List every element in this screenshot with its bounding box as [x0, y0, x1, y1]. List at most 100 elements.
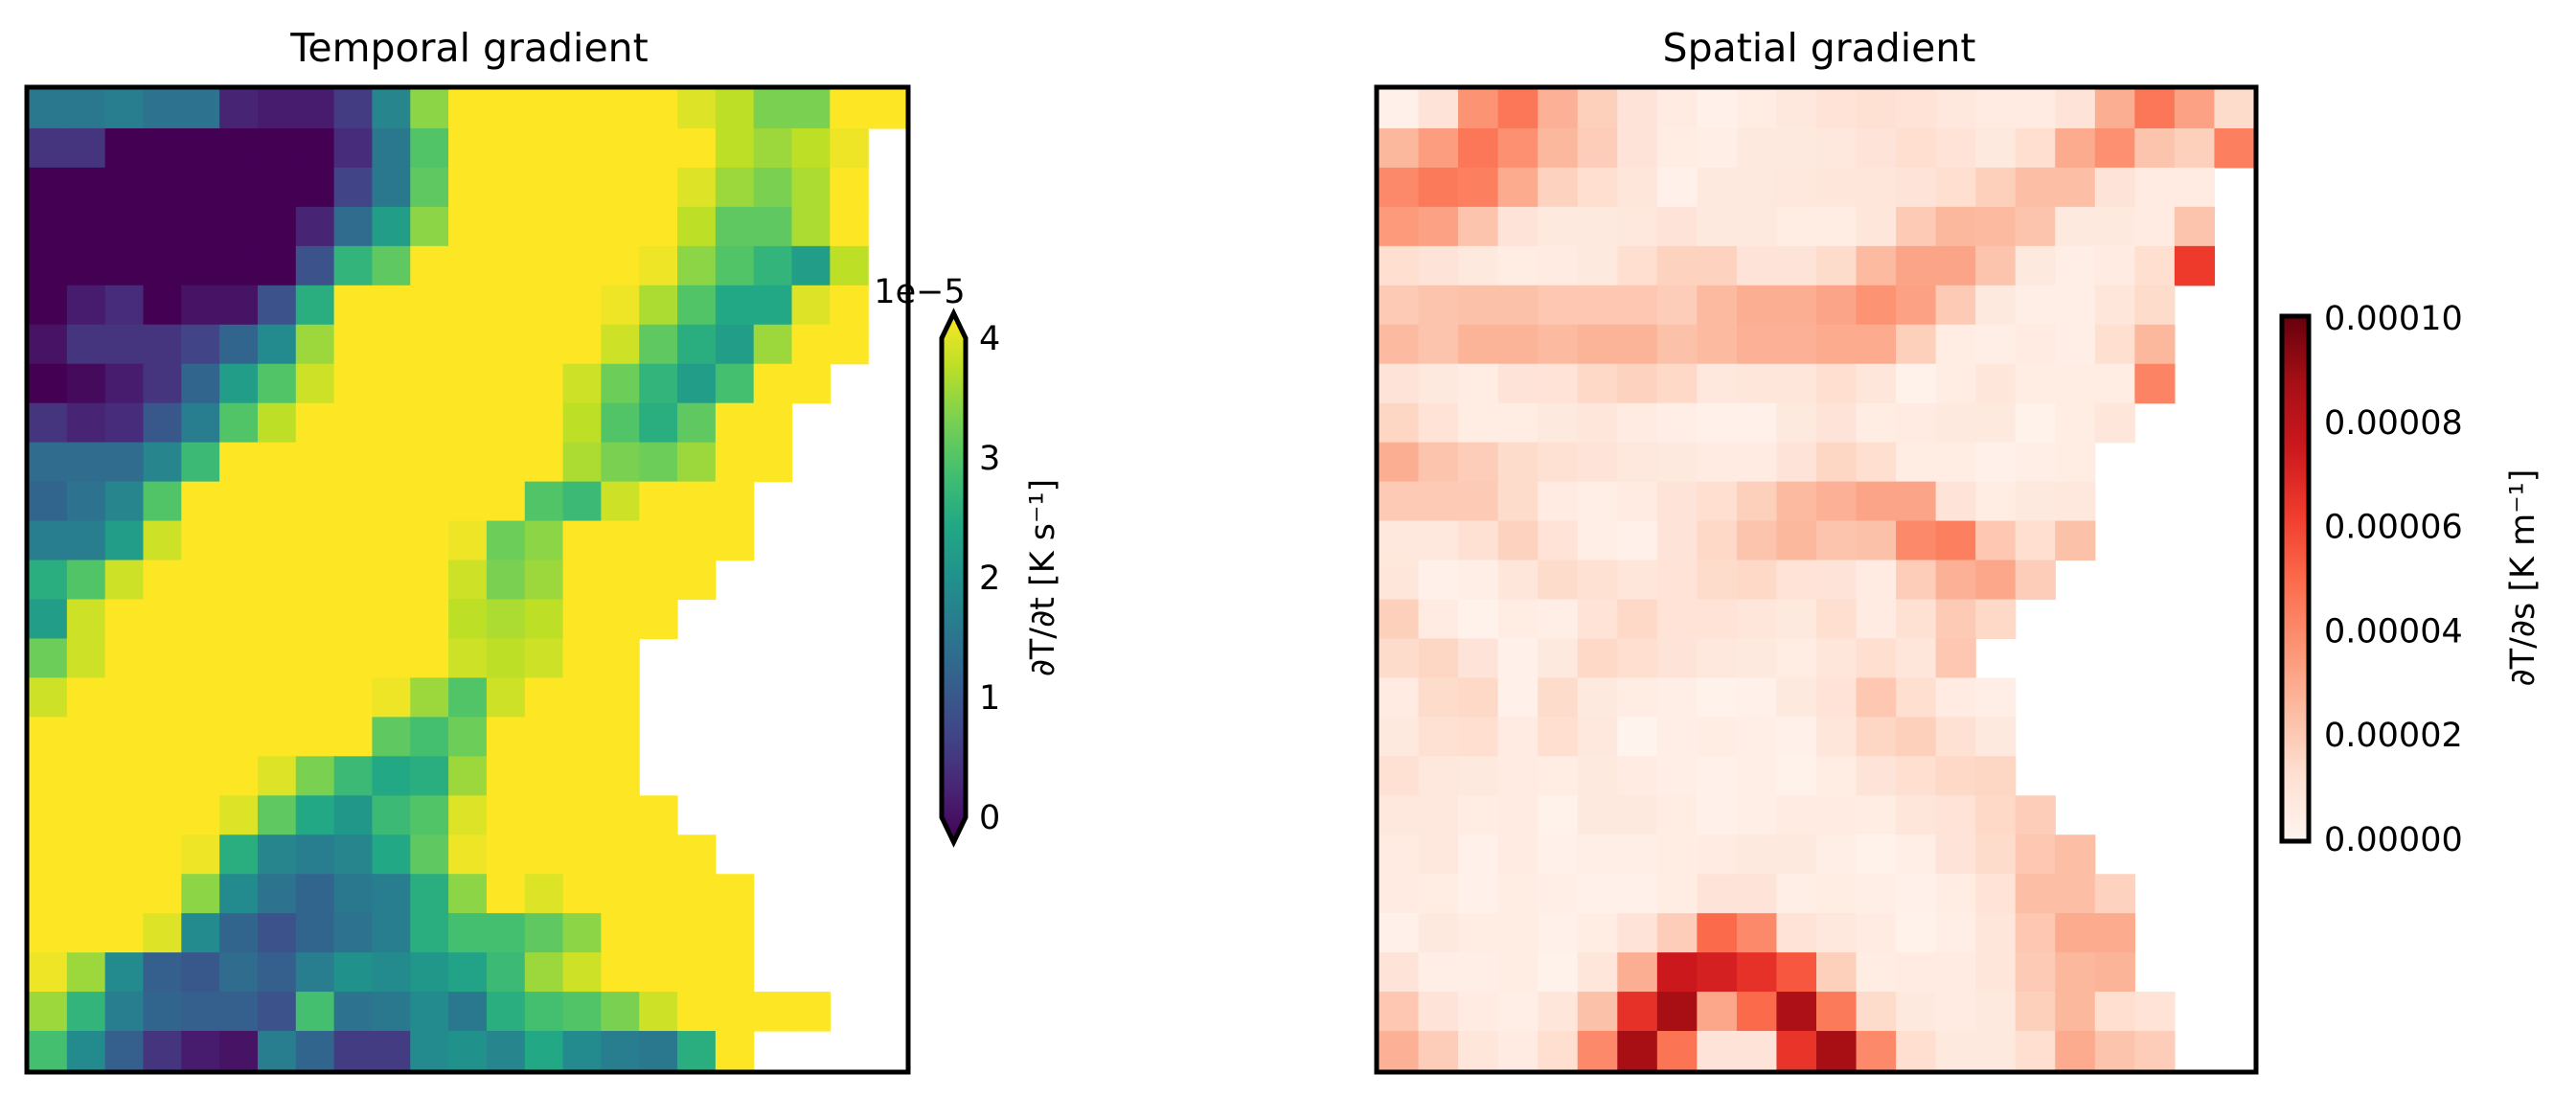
heatmap-cell — [753, 285, 793, 326]
heatmap-cell — [448, 402, 488, 444]
heatmap-cell — [601, 677, 640, 718]
heatmap-cell — [1458, 599, 1499, 640]
heatmap-cell — [257, 560, 297, 601]
heatmap-cell — [143, 520, 182, 561]
heatmap-cell — [2134, 363, 2176, 404]
heatmap-cell — [295, 795, 335, 835]
heatmap-cell — [2015, 285, 2056, 326]
heatmap-cell — [372, 952, 411, 993]
heatmap-cell — [1736, 206, 1778, 247]
heatmap-cell — [143, 874, 182, 914]
heatmap-cell — [333, 992, 374, 1032]
heatmap-cell — [1418, 363, 1459, 404]
heatmap-cell — [333, 1031, 374, 1071]
heatmap-cell — [219, 952, 259, 993]
heatmap-cell — [1656, 952, 1698, 993]
heatmap-cell — [1379, 677, 1420, 718]
heatmap-cell — [66, 560, 106, 601]
heatmap-cell — [1856, 677, 1897, 718]
heatmap-cell — [143, 442, 182, 483]
heatmap-cell — [1896, 206, 1937, 247]
heatmap-cell — [1577, 1031, 1618, 1071]
heatmap-cell — [410, 245, 449, 286]
heatmap-cell — [1697, 520, 1738, 561]
heatmap-cell — [1577, 952, 1618, 993]
heatmap-cell — [29, 677, 68, 718]
heatmap-cell — [2015, 834, 2056, 875]
heatmap-cell — [1577, 245, 1618, 286]
heatmap-cell — [295, 481, 335, 522]
heatmap-cell — [1458, 756, 1499, 796]
heatmap-cell — [1776, 89, 1817, 129]
heatmap-cell — [219, 834, 259, 875]
heatmap-cell — [791, 992, 831, 1032]
heatmap-cell — [410, 717, 449, 757]
heatmap-cell — [1856, 952, 1897, 993]
heatmap-cell — [29, 992, 68, 1032]
heatmap-cell — [1776, 638, 1817, 678]
heatmap-cell — [524, 599, 564, 640]
heatmap-cell — [29, 599, 68, 640]
heatmap-cell — [830, 285, 869, 326]
heatmap-cell — [2015, 89, 2056, 129]
heatmap-cell — [1975, 756, 2017, 796]
heatmap-cell — [143, 127, 182, 169]
heatmap-cell — [181, 89, 220, 129]
heatmap-cell — [1497, 127, 1539, 169]
heatmap-cell — [104, 560, 145, 601]
heatmap-cell — [639, 795, 678, 835]
heatmap-cell — [219, 677, 259, 718]
heatmap-cell — [333, 245, 374, 286]
heatmap-cell — [562, 89, 602, 129]
heatmap-cell — [524, 324, 564, 365]
heatmap-cell — [601, 992, 640, 1032]
heatmap-cell — [1935, 717, 1976, 757]
heatmap-cell — [372, 560, 411, 601]
heatmap-cell — [2015, 1031, 2056, 1071]
heatmap-cell — [1458, 206, 1499, 247]
heatmap-cell — [1975, 363, 2017, 404]
heatmap-cell — [2134, 1031, 2176, 1071]
heatmap-cell — [1736, 992, 1778, 1032]
heatmap-cell — [486, 952, 526, 993]
heatmap-cell — [2094, 245, 2135, 286]
heatmap-cell — [1497, 520, 1539, 561]
heatmap-cell — [257, 363, 297, 404]
heatmap-cell — [448, 481, 488, 522]
heatmap-cell — [524, 638, 564, 678]
heatmap-cell — [1538, 834, 1579, 875]
heatmap-cell — [639, 834, 678, 875]
heatmap-cell — [791, 285, 831, 326]
heatmap-cell — [1538, 89, 1579, 129]
heatmap-cell — [104, 599, 145, 640]
heatmap-cell — [524, 442, 564, 483]
heatmap-cell — [1577, 127, 1618, 169]
heatmap-cell — [1697, 402, 1738, 444]
heatmap-cell — [1697, 756, 1738, 796]
heatmap-cell — [1617, 481, 1658, 522]
heatmap-cell — [1856, 717, 1897, 757]
heatmap-cell — [1577, 874, 1618, 914]
heatmap-cell — [486, 285, 526, 326]
spatial-heatmap — [1379, 89, 2255, 1071]
heatmap-cell — [562, 638, 602, 678]
heatmap-cell — [2094, 285, 2135, 326]
heatmap-cell — [1896, 677, 1937, 718]
heatmap-cell — [29, 442, 68, 483]
heatmap-cell — [753, 324, 793, 365]
heatmap-cell — [1497, 599, 1539, 640]
heatmap-cell — [1856, 167, 1897, 208]
heatmap-cell — [486, 206, 526, 247]
heatmap-cell — [1935, 599, 1976, 640]
heatmap-cell — [1975, 560, 2017, 601]
heatmap-cell — [486, 442, 526, 483]
heatmap-cell — [219, 89, 259, 129]
heatmap-cell — [1577, 167, 1618, 208]
spatial-colorbar-label: ∂T/∂s [K m⁻¹] — [2504, 469, 2542, 687]
heatmap-cell — [486, 913, 526, 953]
heatmap-cell — [791, 127, 831, 169]
heatmap-cell — [1935, 992, 1976, 1032]
heatmap-cell — [2055, 245, 2096, 286]
heatmap-cell — [1458, 324, 1499, 365]
heatmap-cell — [410, 677, 449, 718]
